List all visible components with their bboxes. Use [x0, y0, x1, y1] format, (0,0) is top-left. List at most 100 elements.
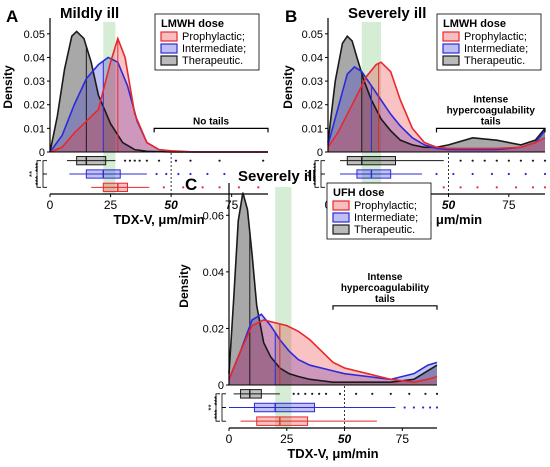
y-tick-label: 0: [317, 147, 323, 159]
density-line-therapeutic: [228, 192, 438, 383]
x-tick-label: 50: [164, 198, 178, 212]
box-outlier-therapeutic: [145, 159, 148, 162]
box-outlier-intermediate: [524, 172, 527, 176]
significance-label: ***: [312, 176, 321, 185]
density-area-therapeutic: [50, 31, 268, 153]
box-outlier-therapeutic: [459, 159, 462, 162]
box-outlier-prophylactic: [218, 186, 221, 189]
significance-label: ***: [34, 163, 43, 172]
x-tick-label: 0: [226, 432, 233, 446]
panel-letter: B: [285, 7, 297, 26]
legend-swatch-therapeutic: [160, 55, 178, 66]
annotation-bracket: [435, 127, 546, 133]
box-outlier-prophylactic: [257, 186, 260, 189]
annotation-line: Intense: [367, 272, 402, 283]
box-outlier-therapeutic: [311, 392, 314, 395]
legend-box: [154, 13, 260, 71]
y-axis-label: Density: [177, 264, 191, 308]
annotation-bracket: [332, 305, 438, 310]
x-tick-label: 75: [502, 198, 516, 212]
box-outlier-therapeutic: [128, 159, 132, 162]
x-tick-label: 75: [225, 198, 239, 212]
annotation-text: Intense hypercoagulability tails: [341, 272, 430, 305]
significance-bracket: [320, 173, 325, 188]
box-outlier-prophylactic: [201, 186, 204, 189]
box-outlier-intermediate: [435, 172, 438, 176]
box-outlier-therapeutic: [389, 392, 392, 395]
box-intermediate: [253, 402, 316, 413]
box-outlier-therapeutic: [408, 392, 411, 395]
significance-label: ***: [34, 176, 43, 185]
significance-bracket: [36, 160, 41, 188]
significance-label: **: [207, 404, 216, 410]
density-area-prophylactic: [328, 62, 545, 152]
y-tick-label: 0: [39, 147, 45, 159]
box-outlier-intermediate: [422, 406, 425, 409]
annotation-text: No tails: [193, 116, 230, 127]
box-outlier-intermediate: [403, 406, 406, 409]
box-outlier-intermediate: [206, 172, 209, 176]
x-tick-label: 25: [280, 432, 294, 446]
x-tick-label: 50: [338, 432, 352, 446]
significance-label: **: [28, 171, 37, 177]
legend-title: UFH dose: [333, 187, 384, 199]
box-outlier-therapeutic: [318, 392, 321, 395]
box-outlier-therapeutic: [218, 159, 221, 162]
box-outlier-therapeutic: [543, 159, 547, 162]
y-tick-label: 0.06: [203, 210, 224, 222]
box-outlier-prophylactic: [459, 186, 462, 189]
legend: LMWH doseProphylactic;Intermediate;Thera…: [436, 13, 542, 71]
significance-label: ***: [213, 410, 222, 419]
box-outlier-therapeutic: [507, 159, 510, 162]
y-tick-label: 0.04: [302, 52, 323, 64]
significance-bracket: [314, 160, 319, 188]
green-highlight-band: [275, 187, 292, 428]
legend-swatch-therapeutic: [442, 55, 460, 66]
legend-label-therapeutic: Therapeutic.: [182, 55, 243, 67]
box-outlier-therapeutic: [189, 159, 192, 162]
density-area-prophylactic: [50, 38, 268, 152]
density-area-intermediate: [328, 66, 545, 152]
box-outlier-prophylactic: [237, 186, 241, 189]
annotation-line: tails: [481, 116, 501, 127]
significance-bracket: [221, 393, 226, 408]
y-tick-label: 0.04: [24, 52, 45, 64]
box-outlier-prophylactic: [182, 186, 185, 189]
legend-title: LMWH dose: [443, 18, 506, 30]
box-outlier-therapeutic: [435, 392, 439, 395]
box-outlier-therapeutic: [531, 159, 535, 162]
x-tick-label: 50: [442, 198, 456, 212]
box-outlier-therapeutic: [355, 392, 358, 395]
legend-swatch-therapeutic: [332, 224, 350, 235]
y-tick-label: 0.03: [24, 76, 45, 88]
y-tick-label: 0.02: [302, 100, 323, 112]
box-outlier-prophylactic: [476, 186, 479, 189]
box-outlier-prophylactic: [442, 186, 445, 189]
panel-title: Severely ill: [348, 5, 426, 22]
x-tick-label: 0: [47, 198, 54, 212]
legend-label-intermediate: Intermediate;: [354, 212, 418, 224]
y-tick-label: 0.03: [302, 76, 323, 88]
box-outlier-intermediate: [189, 172, 192, 176]
y-tick-label: 0.04: [203, 267, 224, 279]
box-outlier-prophylactic: [514, 186, 518, 189]
legend: LMWH doseProphylactic;Intermediate;Thera…: [154, 13, 260, 71]
legend-swatch-intermediate: [160, 43, 178, 54]
density-area-intermediate: [50, 57, 268, 152]
panel-title: Severely ill: [238, 168, 316, 185]
density-line-intermediate: [228, 313, 438, 381]
x-tick-label: 75: [396, 432, 410, 446]
legend-label-therapeutic: Therapeutic.: [354, 224, 415, 236]
significance-label: ***: [213, 396, 222, 405]
panel-title: Mildly ill: [60, 5, 119, 22]
box-outlier-therapeutic: [338, 392, 342, 395]
box-outlier-therapeutic: [471, 159, 474, 162]
annotation-line: tails: [375, 294, 395, 305]
box-outlier-prophylactic: [495, 186, 498, 189]
box-outlier-intermediate: [507, 172, 510, 176]
box-outlier-intermediate: [543, 172, 547, 176]
legend: UFH doseProphylactic;Intermediate;Therap…: [326, 182, 432, 240]
box-outlier-therapeutic: [123, 159, 127, 162]
x-tick-label: 25: [104, 198, 118, 212]
